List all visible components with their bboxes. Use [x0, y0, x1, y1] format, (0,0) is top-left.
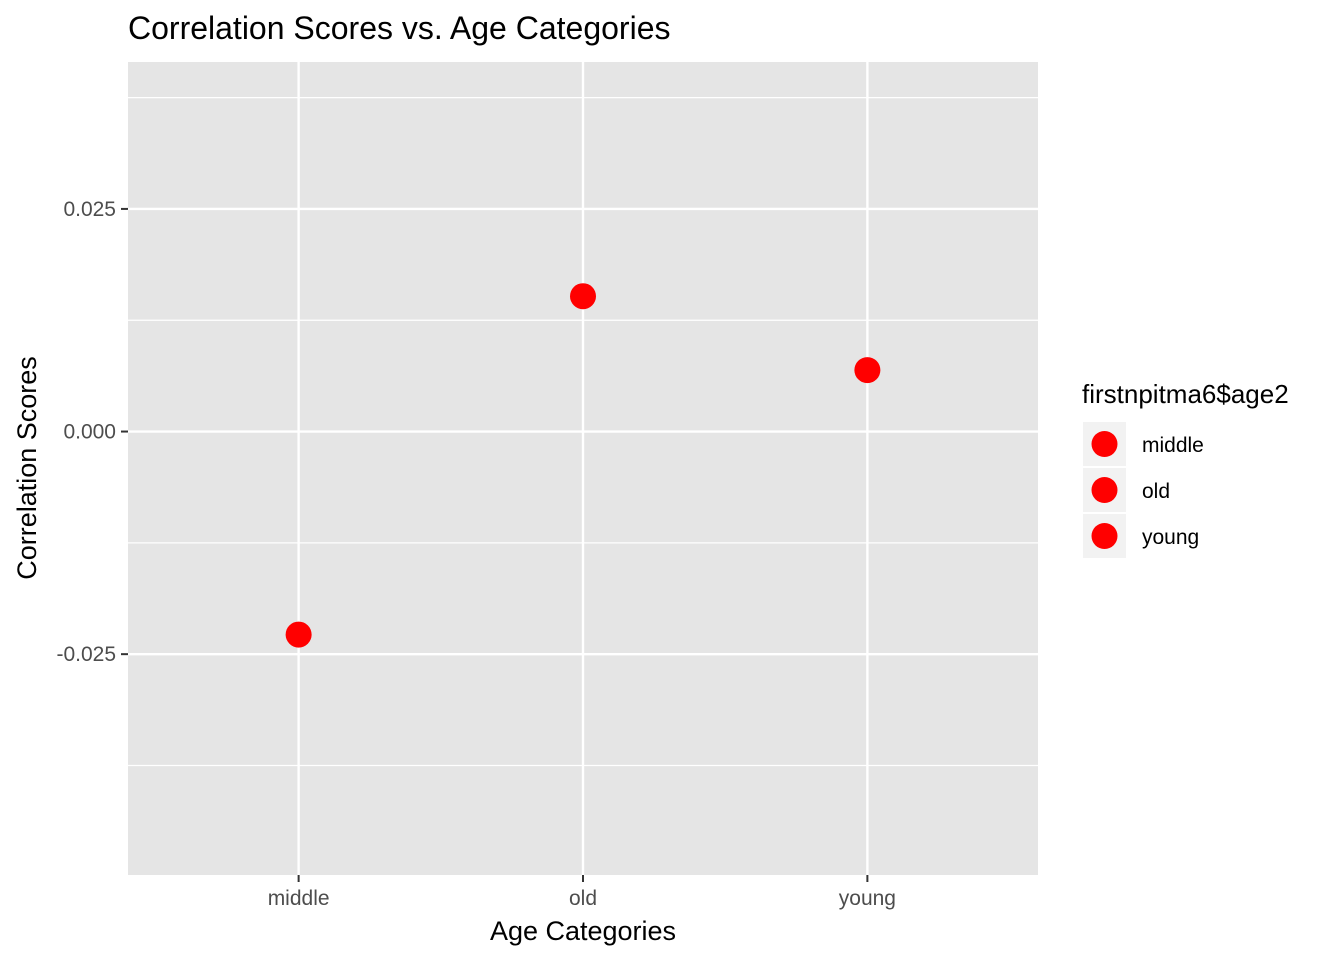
x-axis-title: Age Categories — [490, 916, 676, 946]
y-axis-title: Correlation Scores — [12, 356, 42, 580]
legend-key-point — [1091, 431, 1118, 457]
x-tick-label: old — [569, 887, 597, 910]
chart-title: Correlation Scores vs. Age Categories — [128, 10, 670, 46]
legend-label-middle: middle — [1142, 434, 1204, 457]
major-gridlines — [128, 62, 1038, 875]
y-tick-label: 0.025 — [63, 198, 116, 221]
legend-label-old: old — [1142, 480, 1170, 503]
data-point-middle — [285, 621, 312, 648]
legend: firstnpitma6$age2 middle old young — [1082, 379, 1289, 558]
data-point-young — [854, 357, 881, 384]
legend-entries: middle old young — [1083, 422, 1204, 558]
data-points — [285, 283, 881, 648]
data-point-old — [570, 283, 596, 310]
legend-key-point — [1091, 523, 1118, 549]
x-tick-label: middle — [268, 887, 330, 910]
legend-key-point — [1091, 477, 1118, 503]
x-axis: middle old young — [268, 875, 896, 910]
legend-title: firstnpitma6$age2 — [1082, 379, 1289, 409]
y-tick-label: 0.000 — [63, 421, 116, 444]
x-tick-label: young — [839, 887, 896, 910]
y-tick-label: -0.025 — [56, 643, 116, 666]
legend-label-young: young — [1142, 526, 1199, 549]
y-axis: -0.025 0.000 0.025 — [56, 198, 128, 666]
